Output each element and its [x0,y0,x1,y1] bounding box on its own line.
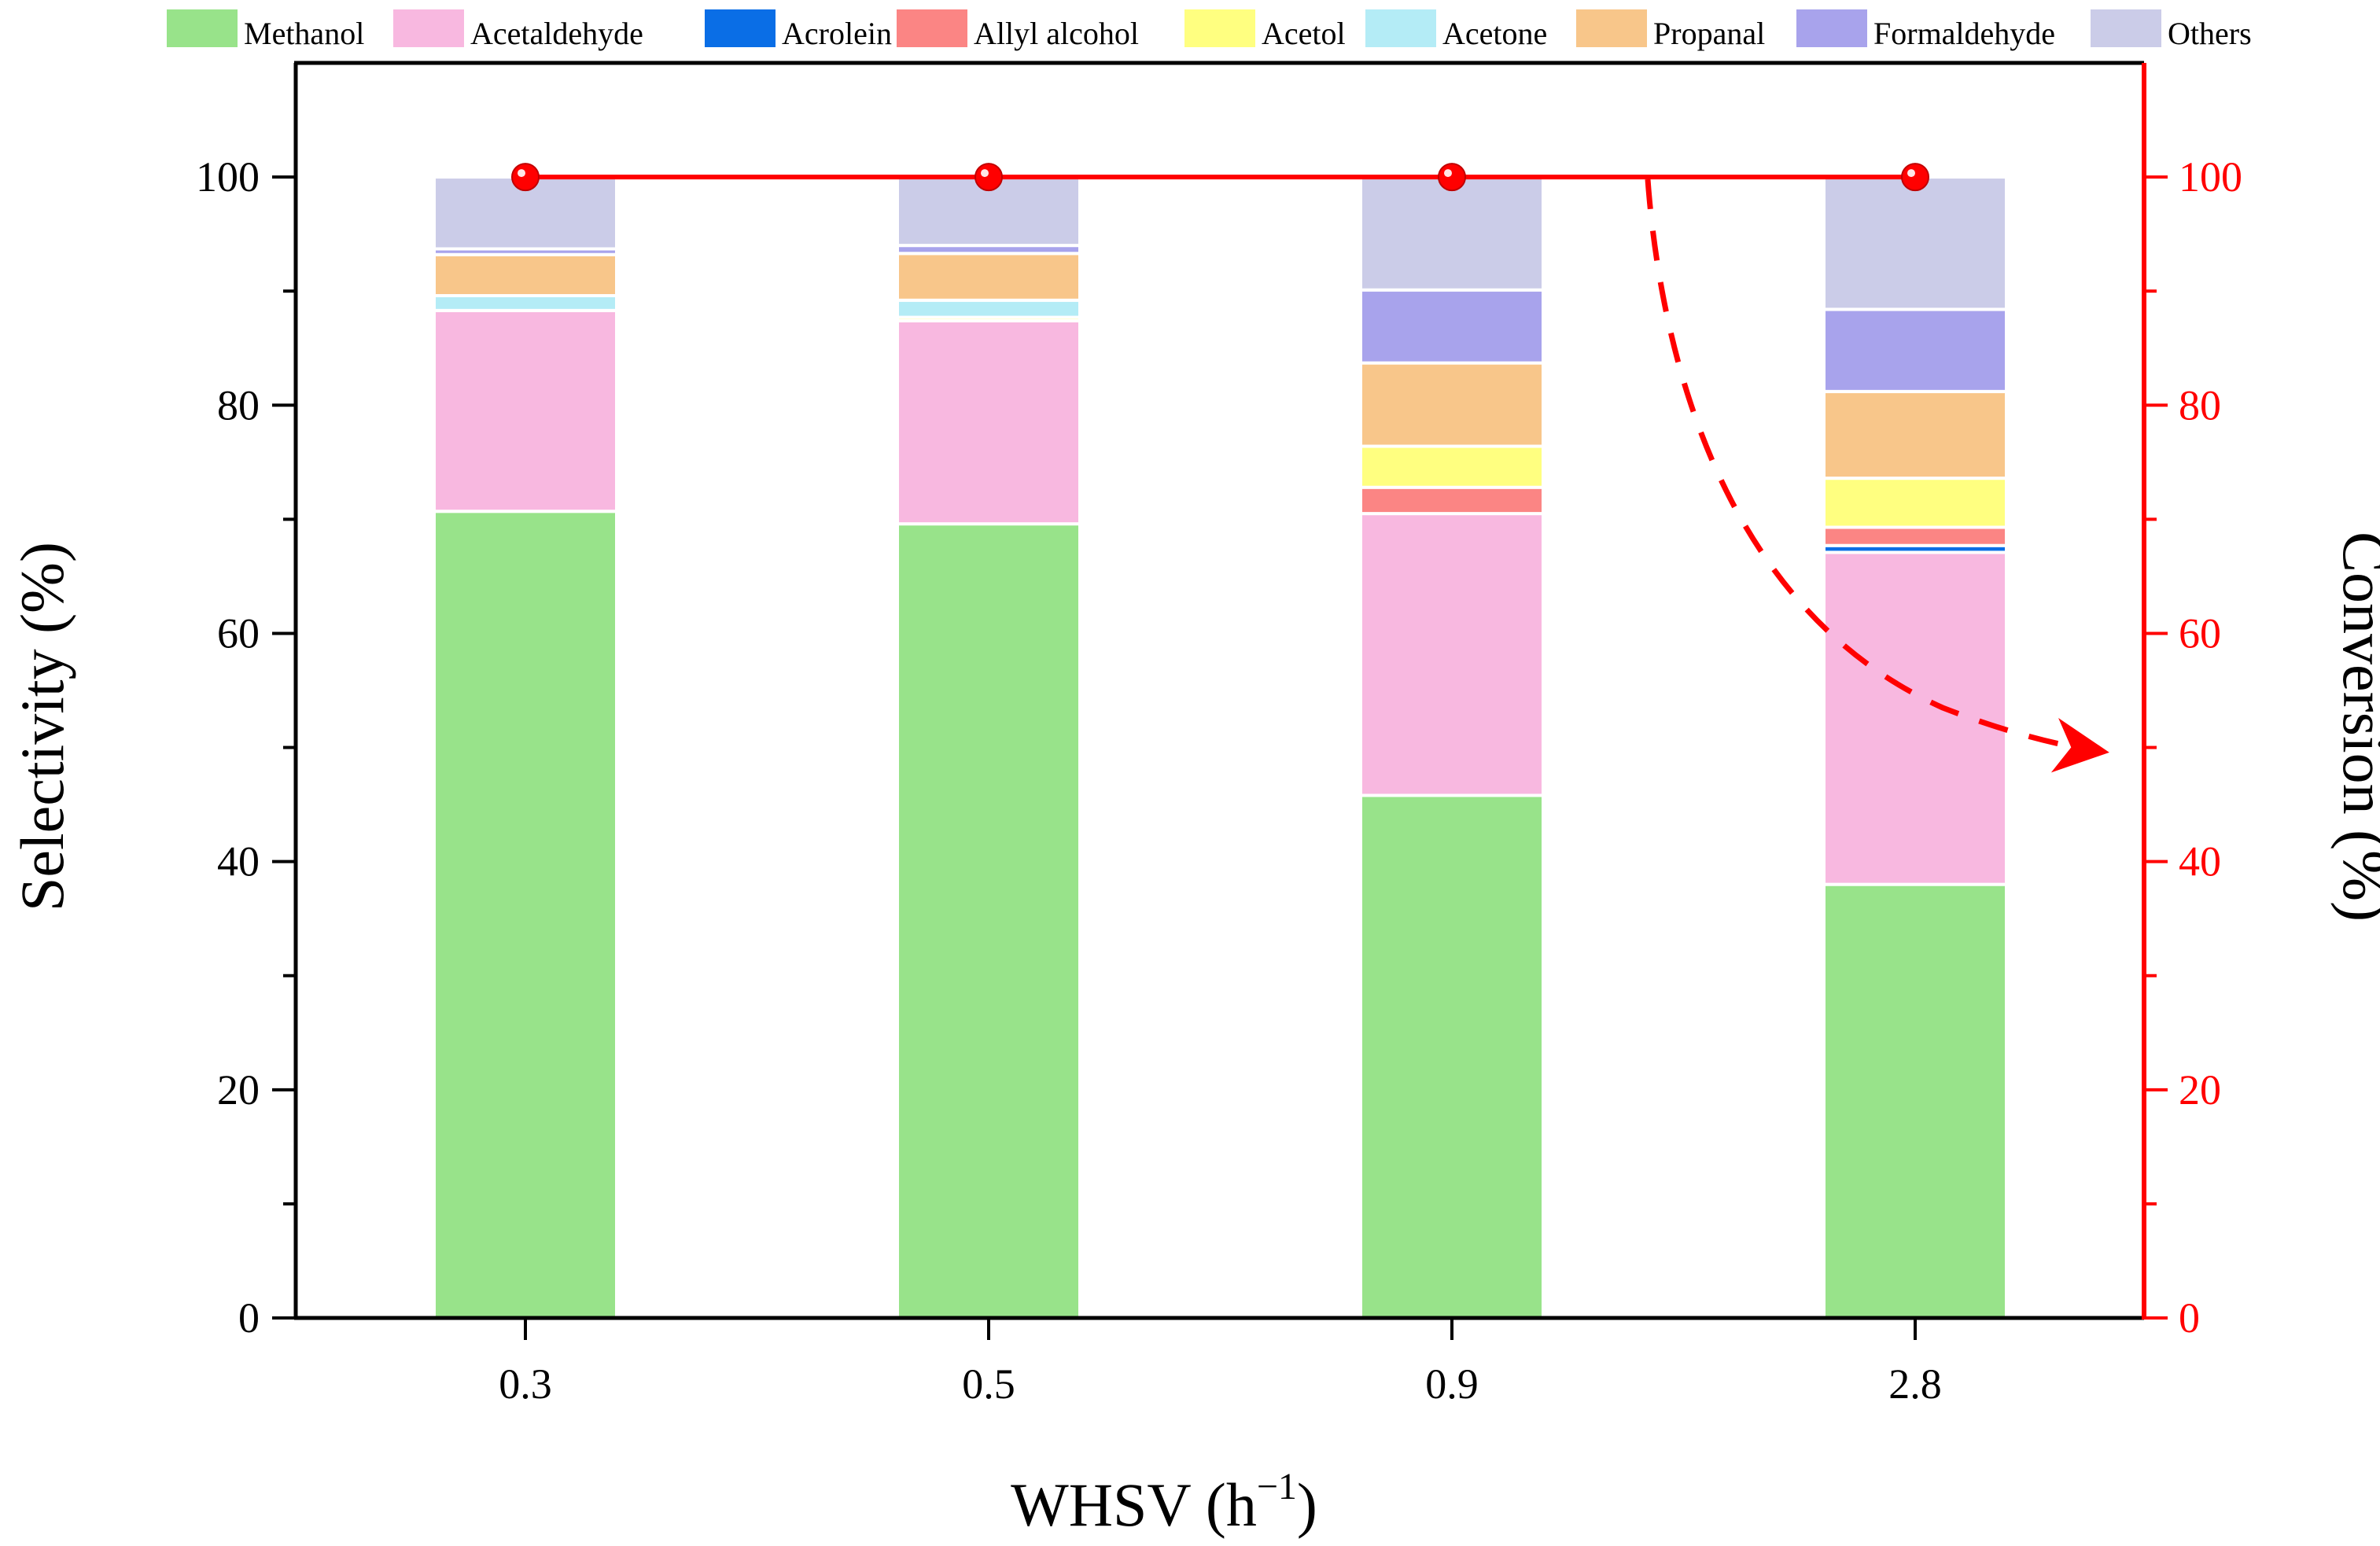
legend-label-allyl-alcohol: Allyl alcohol [974,16,1139,51]
bar-propanal-0_9 [1359,361,1545,448]
bar-allyl-alcohol-2_8 [1822,525,2008,547]
bar-methanol-2_8 [1822,882,2008,1320]
bar-methanol-0_9 [1359,793,1545,1320]
bar-allyl-alcohol-0_9 [1359,485,1545,516]
legend-swatch-acetaldehyde [393,9,464,47]
y2-tick-label: 20 [2179,1066,2221,1113]
bar-formaldehyde-2_8 [1822,307,2008,393]
bar-acetol-0_9 [1359,444,1545,489]
y-tick-label: 60 [217,609,260,657]
bar-acetol-2_8 [1822,477,2008,529]
bar-acetaldehyde-0_3 [433,308,618,513]
bar-propanal-0_3 [433,252,618,297]
x-tick-label: 2.8 [1888,1360,1942,1408]
legend-label-acetone: Acetone [1442,16,1547,51]
conversion-point-highlight [1444,169,1452,178]
conversion-point-0_3 [511,163,540,192]
legend: Methanol Acetaldehyde Acrolein Allyl alcoho… [167,9,2252,51]
x-tick-label: 0.9 [1425,1360,1479,1408]
legend-swatch-methanol [167,9,238,47]
y-axis-title: Selectivity (%) [8,542,76,911]
y-tick-label: 80 [217,381,260,429]
y2-tick-label: 0 [2179,1294,2200,1342]
legend-swatch-others [2091,9,2161,47]
x-axis-title-superscript: −1 [1257,1466,1297,1507]
y2-tick-label: 40 [2179,838,2221,885]
legend-label-acetaldehyde: Acetaldehyde [470,16,643,51]
legend-label-acetol: Acetol [1262,16,1346,51]
bar-acetone-0_5 [896,298,1081,319]
bar-others-0_9 [1359,175,1545,292]
legend-swatch-formaldehyde [1796,9,1867,47]
y2-axis-title: Conversion (%) [2330,532,2380,922]
y2-tick-label: 80 [2179,381,2221,429]
legend-label-methanol: Methanol [244,16,364,51]
conversion-point-highlight [1907,169,1915,178]
bar-acetone-0_3 [433,293,618,312]
x-tick-label: 0.5 [962,1360,1015,1408]
legend-label-acrolein: Acrolein [782,16,892,51]
x-axis-title: WHSV (h−1) [1011,1466,1317,1539]
conversion-point-0_9 [1438,163,1466,192]
bar-acetaldehyde-2_8 [1822,550,2008,886]
bar-stacks [433,175,2008,1320]
conversion-point-highlight [518,169,525,178]
legend-label-formaldehyde: Formaldehyde [1873,16,2055,51]
x-axis-title-text: WHSV (h [1011,1471,1257,1539]
conversion-point-0_5 [974,163,1003,192]
legend-swatch-acrolein [705,9,776,47]
legend-label-others: Others [2168,16,2252,51]
legend-swatch-allyl-alcohol [897,9,967,47]
conversion-point-highlight [981,169,989,178]
legend-label-propanal: Propanal [1653,16,1765,51]
legend-swatch-acetol [1184,9,1255,47]
y-tick-label: 100 [196,153,260,201]
bar-acetaldehyde-0_5 [896,318,1081,526]
y2-tick-label: 100 [2179,153,2242,201]
bar-acetaldehyde-0_9 [1359,512,1545,797]
y-tick-label: 20 [217,1066,260,1113]
conversion-point-2_8 [1901,163,1929,192]
bar-formaldehyde-0_9 [1359,288,1545,365]
bar-propanal-2_8 [1822,389,2008,480]
y-tick-label: 40 [217,838,260,885]
x-axis-title-suffix: ) [1297,1471,1317,1539]
bar-others-0_5 [896,175,1081,248]
x-tick-label: 0.3 [499,1360,552,1408]
bar-methanol-0_3 [433,510,618,1320]
axes: 0 20 40 60 80 100 0 20 40 60 80 100 0.3 0.5 0.9 2.8 [196,61,2242,1408]
bar-others-2_8 [1822,175,2008,311]
conversion-series [511,163,1929,192]
y2-tick-label: 60 [2179,609,2221,657]
legend-swatch-acetone [1365,9,1436,47]
y-tick-label: 0 [238,1294,260,1342]
trend-arrow [1645,179,2109,773]
bar-methanol-0_5 [896,522,1081,1320]
legend-swatch-propanal [1576,9,1647,47]
bar-propanal-0_5 [896,252,1081,302]
